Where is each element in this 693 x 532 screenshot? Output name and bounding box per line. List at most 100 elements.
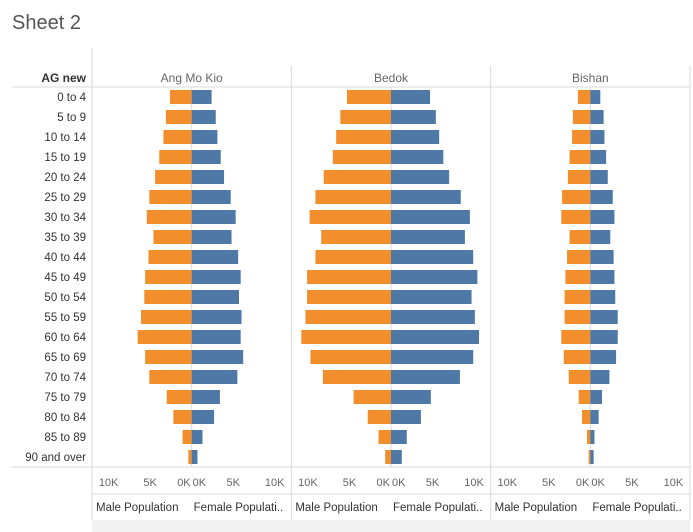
male-bar	[367, 410, 391, 424]
female-bar	[391, 450, 402, 464]
male-bar	[170, 90, 192, 104]
male-axis-label: Male Population	[495, 502, 577, 514]
female-bar	[590, 230, 611, 244]
male-bar	[563, 350, 591, 364]
male-bar	[146, 210, 192, 224]
male-bar	[346, 90, 391, 104]
male-bar	[321, 230, 391, 244]
female-bar	[590, 390, 602, 404]
axis-tick-label: 5K	[426, 477, 440, 489]
category-label: 60 to 64	[44, 332, 86, 344]
female-bar	[191, 290, 240, 304]
category-label: 70 to 74	[44, 372, 86, 384]
male-bar	[145, 270, 192, 284]
male-bar	[378, 430, 391, 444]
female-bar	[590, 250, 614, 264]
female-bar	[191, 410, 215, 424]
female-bar	[191, 310, 242, 324]
female-bar	[191, 110, 216, 124]
male-bar	[568, 370, 591, 384]
female-bar	[191, 210, 236, 224]
female-bar	[590, 330, 618, 344]
male-bar	[163, 130, 192, 144]
female-bar	[191, 230, 232, 244]
category-label: 30 to 34	[44, 212, 86, 224]
male-bar	[332, 150, 391, 164]
male-bar	[165, 110, 192, 124]
male-bar	[173, 410, 192, 424]
axis-tick-label: 0K	[193, 477, 207, 489]
category-label: 10 to 14	[44, 132, 86, 144]
male-bar	[305, 310, 391, 324]
axis-tick-label: 0K	[591, 477, 605, 489]
male-bar	[564, 310, 591, 324]
female-bar	[590, 150, 607, 164]
male-bar	[569, 150, 591, 164]
male-bar	[578, 390, 591, 404]
footer-scrollbar	[92, 520, 690, 532]
male-bar	[149, 370, 192, 384]
male-bar	[582, 410, 591, 424]
female-bar	[590, 90, 601, 104]
male-bar	[567, 170, 591, 184]
female-bar	[391, 350, 474, 364]
male-bar	[310, 350, 391, 364]
male-bar	[564, 290, 591, 304]
axis-tick-label: 5K	[542, 477, 556, 489]
male-bar	[315, 190, 391, 204]
male-bar	[561, 210, 591, 224]
category-label: 35 to 39	[44, 232, 86, 244]
female-bar	[590, 430, 595, 444]
female-bar	[191, 130, 218, 144]
male-axis-label: Male Population	[295, 502, 377, 514]
male-bar	[587, 430, 591, 444]
female-axis-label: Female Populati..	[393, 502, 483, 514]
axis-tick-label: 10K	[497, 477, 517, 489]
female-bar	[391, 430, 407, 444]
female-bar	[391, 410, 421, 424]
female-bar	[391, 230, 465, 244]
category-label: 25 to 29	[44, 192, 86, 204]
female-bar	[191, 390, 220, 404]
female-bar	[391, 210, 470, 224]
category-label: 40 to 44	[44, 252, 86, 264]
panel-header: Bedok	[374, 71, 409, 85]
female-bar	[590, 450, 594, 464]
female-bar	[391, 170, 450, 184]
female-bar	[191, 150, 221, 164]
female-bar	[590, 270, 615, 284]
male-bar	[572, 130, 591, 144]
male-bar	[340, 110, 391, 124]
male-bar	[159, 150, 192, 164]
axis-tick-label: 5K	[625, 477, 639, 489]
female-bar	[391, 290, 472, 304]
axis-tick-label: 10K	[464, 477, 484, 489]
male-bar	[322, 370, 391, 384]
category-label: 55 to 59	[44, 312, 86, 324]
female-bar	[590, 370, 610, 384]
category-label: 75 to 79	[44, 392, 86, 404]
axis-tick-label: 0K	[177, 477, 191, 489]
male-bar	[137, 330, 192, 344]
male-bar	[149, 190, 192, 204]
male-bar	[336, 130, 391, 144]
axis-tick-label: 5K	[226, 477, 240, 489]
female-bar	[391, 390, 431, 404]
female-bar	[391, 370, 460, 384]
axis-tick-label: 5K	[143, 477, 157, 489]
male-bar	[561, 330, 591, 344]
female-bar	[590, 410, 599, 424]
category-label: 0 to 4	[57, 92, 86, 104]
male-bar	[385, 450, 391, 464]
female-bar	[590, 130, 605, 144]
female-bar	[391, 310, 475, 324]
female-bar	[191, 350, 244, 364]
female-bar	[191, 450, 198, 464]
female-bar	[391, 190, 461, 204]
category-label: 90 and over	[25, 452, 86, 464]
male-bar	[144, 290, 192, 304]
axis-tick-label: 10K	[265, 477, 285, 489]
female-axis-label: Female Populati..	[592, 502, 682, 514]
female-bar	[590, 110, 604, 124]
